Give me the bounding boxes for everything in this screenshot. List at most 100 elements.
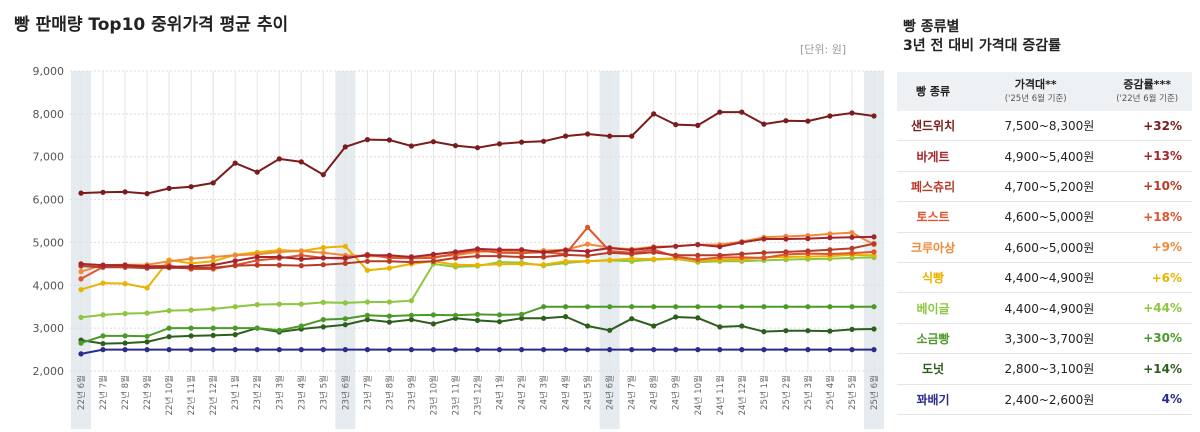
data-point (298, 159, 304, 165)
side-title: 빵 종류별 3년 전 대비 가격대 증감률 (903, 18, 1061, 56)
data-point (298, 263, 304, 269)
x-tick-label: 23년 9월 (405, 375, 417, 410)
row-range: 4,700~5,200원 (969, 171, 1103, 203)
data-point (188, 325, 194, 331)
data-point (783, 328, 789, 334)
data-point (519, 347, 525, 353)
row-range: 4,600~5,000원 (969, 232, 1103, 263)
data-point (607, 250, 613, 256)
data-point (629, 133, 635, 139)
data-point (122, 189, 128, 195)
x-tick-label: 25년 1월 (758, 375, 770, 410)
header-range-label: 가격대** (1014, 78, 1057, 91)
data-point (695, 242, 701, 248)
data-point (210, 258, 216, 264)
x-tick-label: 24년 1월 (494, 375, 506, 410)
data-point (430, 312, 436, 318)
data-point (122, 340, 128, 346)
data-point (144, 347, 150, 353)
data-point (474, 253, 481, 259)
data-point (739, 323, 745, 329)
y-tick-label: 6,000 (33, 194, 65, 207)
data-point (563, 247, 569, 253)
data-point (298, 347, 304, 353)
data-point (452, 255, 459, 261)
row-growth: +32% (1102, 111, 1192, 142)
data-point (805, 236, 811, 242)
row-name: 식빵 (897, 262, 970, 294)
data-point (298, 252, 304, 258)
data-point (827, 113, 833, 119)
data-point (805, 328, 811, 334)
data-point (585, 323, 591, 329)
data-point (430, 139, 436, 145)
data-point (519, 315, 525, 321)
data-point (827, 347, 833, 353)
data-point (210, 180, 216, 186)
data-point (585, 224, 591, 230)
data-point (761, 250, 767, 256)
table-body: 샌드위치 7,500~8,300원 +32% 바게트 4,900~5,400원 +13% 페… (897, 111, 1192, 415)
data-point (783, 347, 789, 353)
data-point (783, 249, 789, 255)
data-point (739, 251, 745, 257)
data-point (871, 249, 877, 255)
row-range: 4,900~5,400원 (969, 140, 1103, 172)
data-point (430, 258, 436, 264)
data-point (871, 304, 877, 310)
data-point (629, 256, 635, 262)
data-point (232, 347, 238, 353)
data-point (761, 255, 767, 261)
table-row: 토스트 4,600~5,000원 +18% (897, 201, 1192, 233)
row-name: 꽈배기 (897, 384, 970, 415)
x-tick-label: 22년 8월 (119, 375, 131, 410)
data-point (607, 327, 613, 333)
data-point (386, 319, 392, 325)
data-point (739, 239, 745, 245)
data-point (474, 347, 481, 353)
data-point (717, 304, 723, 310)
data-point (717, 244, 723, 250)
x-tick-label: 25년 5월 (846, 375, 858, 410)
data-point (386, 137, 392, 143)
data-point (607, 133, 613, 139)
data-point (210, 262, 216, 268)
data-point (78, 314, 84, 320)
data-point (188, 347, 194, 353)
x-tick-label: 24년 7월 (626, 375, 638, 410)
y-tick-label: 9,000 (33, 65, 65, 78)
data-point (629, 304, 635, 310)
data-point (871, 241, 877, 247)
data-point (563, 258, 569, 264)
x-tick-label: 23년 3월 (273, 375, 285, 410)
data-point (342, 300, 348, 306)
data-point (827, 328, 833, 334)
row-growth: +13% (1102, 140, 1192, 172)
table-row: 페스츄리 4,700~5,200원 +10% (897, 171, 1192, 203)
x-tick-label: 24년 12월 (736, 375, 748, 416)
data-point (563, 347, 569, 353)
data-point (496, 253, 503, 259)
data-point (386, 299, 392, 305)
x-tick-label: 25년 2월 (780, 375, 792, 410)
data-point (541, 138, 547, 144)
data-point (188, 263, 194, 269)
data-point (563, 133, 569, 139)
data-point (320, 245, 326, 251)
data-point (342, 243, 348, 249)
x-tick-label: 24년 6월 (604, 375, 616, 410)
data-point (276, 347, 282, 353)
x-tick-label: 23년 7월 (361, 375, 373, 410)
line-chart: 2,000 3,000 4,000 5,000 6,000 7,000 8,000 9,000… (33, 65, 885, 429)
data-point (849, 250, 855, 256)
data-point (320, 299, 326, 305)
data-point (430, 347, 436, 353)
unit-label: [단위: 원] (800, 43, 847, 56)
x-tick-label: 24년 4월 (560, 375, 572, 410)
data-point (188, 333, 194, 339)
data-point (364, 258, 370, 264)
y-tick-label: 4,000 (33, 279, 65, 292)
data-point (144, 263, 150, 269)
data-point (342, 260, 348, 266)
table-row: 식빵 4,400~4,900원 +6% (897, 262, 1192, 294)
